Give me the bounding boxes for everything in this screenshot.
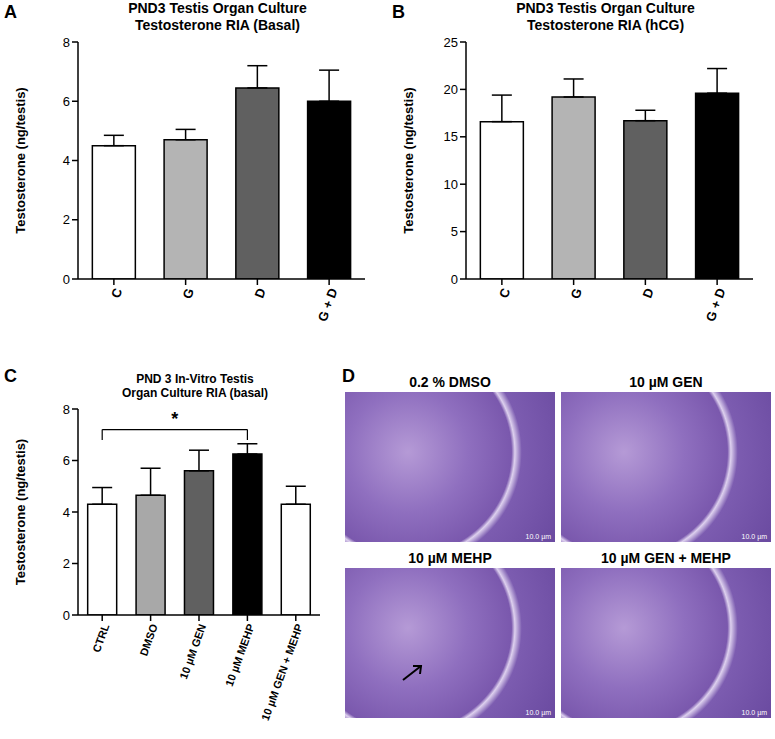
html-text:10.0 µm: 10.0 µm [741, 533, 767, 540]
html-text:PND 3 In-Vitro Testis: PND 3 In-Vitro Testis [136, 372, 254, 386]
svg-text:5: 5 [451, 224, 458, 239]
svg-text:Testosterone (ng/testis): Testosterone (ng/testis) [13, 439, 28, 585]
svg-text:4: 4 [63, 153, 70, 168]
html-text:Testosterone RIA (hCG): Testosterone RIA (hCG) [526, 16, 685, 33]
html-text:10 µM GEN + MEHP: 10 µM GEN + MEHP [601, 550, 731, 566]
svg-text:C: C [496, 285, 514, 300]
svg-text:6: 6 [63, 93, 70, 108]
svg-text:Testosterone (ng/testis): Testosterone (ng/testis) [13, 87, 28, 233]
svg-text:*: * [171, 408, 178, 428]
svg-text:8: 8 [63, 34, 70, 49]
svg-text:2: 2 [63, 556, 70, 571]
html-text:PND3 Testis Organ Culture: PND3 Testis Organ Culture [516, 0, 695, 16]
html-text:A: A [4, 2, 17, 22]
svg-text:0: 0 [451, 271, 458, 286]
svg-text:4: 4 [63, 504, 70, 519]
svg-text:G + D: G + D [703, 286, 729, 323]
svg-text:CTRL: CTRL [90, 622, 111, 654]
svg-text:G: G [568, 286, 586, 301]
svg-text:15: 15 [444, 129, 458, 144]
svg-text:10: 10 [444, 176, 458, 191]
svg-text:10 µM GEN: 10 µM GEN [177, 622, 208, 680]
svg-text:DMSO: DMSO [137, 622, 160, 658]
svg-text:Testosterone (ng/testis): Testosterone (ng/testis) [401, 87, 416, 233]
svg-text:6: 6 [63, 453, 70, 468]
html-text:0.2 % DMSO: 0.2 % DMSO [409, 374, 491, 390]
html-text:PND3 Testis Organ Culture: PND3 Testis Organ Culture [128, 0, 307, 16]
svg-text:25: 25 [444, 34, 458, 49]
html-text:10 µM GEN: 10 µM GEN [629, 374, 703, 390]
svg-text:G: G [180, 286, 198, 301]
svg-text:D: D [252, 286, 269, 300]
svg-text:0: 0 [63, 607, 70, 622]
svg-text:D: D [640, 286, 657, 300]
svg-text:C: C [108, 285, 126, 300]
html-text:10 µM MEHP: 10 µM MEHP [408, 550, 492, 566]
svg-text:10 µM MEHP: 10 µM MEHP [223, 622, 257, 688]
svg-text:2: 2 [63, 212, 70, 227]
html-text:D: D [342, 366, 355, 386]
html-text:Testosterone RIA (Basal): Testosterone RIA (Basal) [135, 16, 300, 33]
html-text:C: C [4, 366, 17, 386]
html-text:B: B [392, 2, 405, 22]
svg-text:G + D: G + D [315, 286, 341, 323]
html-text:10.0 µm: 10.0 µm [525, 533, 551, 540]
html-text:Organ Culture RIA (basal): Organ Culture RIA (basal) [121, 386, 269, 401]
svg-text:8: 8 [63, 401, 70, 416]
html-text:10.0 µm: 10.0 µm [741, 709, 767, 716]
svg-text:20: 20 [444, 82, 458, 97]
svg-text:0: 0 [63, 271, 70, 286]
svg-text:10 µM GEN + MEHP: 10 µM GEN + MEHP [259, 622, 305, 722]
html-text:10.0 µm: 10.0 µm [525, 709, 551, 716]
